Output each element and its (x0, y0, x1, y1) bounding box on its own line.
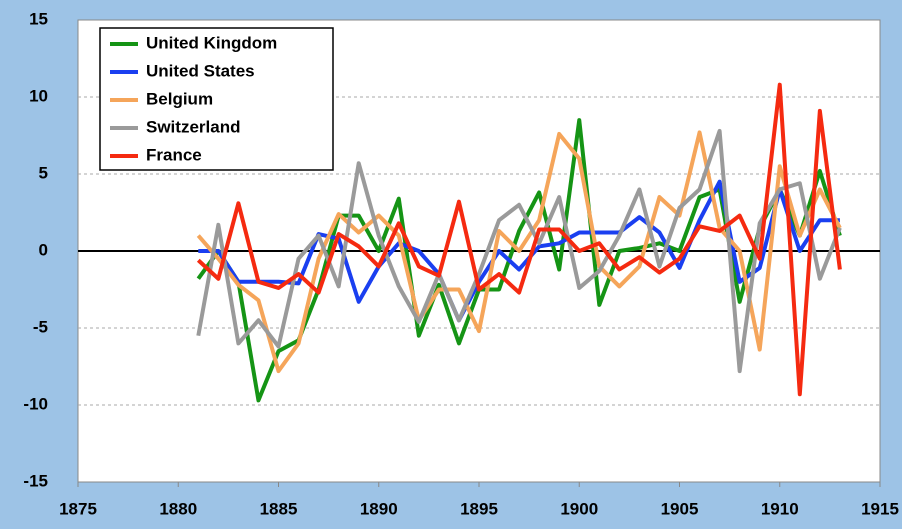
legend-label: United States (146, 61, 255, 80)
x-tick-label: 1890 (360, 499, 398, 518)
x-tick-label: 1910 (761, 499, 799, 518)
y-tick-label: -10 (23, 394, 48, 413)
x-tick-label: 1885 (260, 499, 298, 518)
y-tick-label: 15 (29, 9, 48, 28)
y-tick-label: 5 (39, 163, 48, 182)
series-line (198, 179, 840, 323)
legend-box (99, 27, 334, 171)
x-tick-label: 1900 (560, 499, 598, 518)
x-tick-label: 1880 (159, 499, 197, 518)
y-tick-label: -5 (33, 317, 48, 336)
series-line (196, 130, 842, 374)
x-tick-label: 1915 (861, 499, 899, 518)
y-tick-label: 10 (29, 86, 48, 105)
series-line (196, 128, 842, 374)
legend-label: Switzerland (146, 117, 240, 136)
legend-label: United Kingdom (146, 33, 277, 52)
series-line (196, 82, 842, 397)
x-tick-label: 1905 (661, 499, 699, 518)
y-tick-label: 0 (39, 240, 48, 259)
x-tick-label: 1895 (460, 499, 498, 518)
legend-label: Belgium (146, 89, 213, 108)
y-tick-label: -15 (23, 471, 48, 490)
x-tick-label: 1875 (59, 499, 97, 518)
legend-label: France (146, 145, 202, 164)
legend: United Kingdom United States Belgium Switze… (99, 27, 334, 171)
